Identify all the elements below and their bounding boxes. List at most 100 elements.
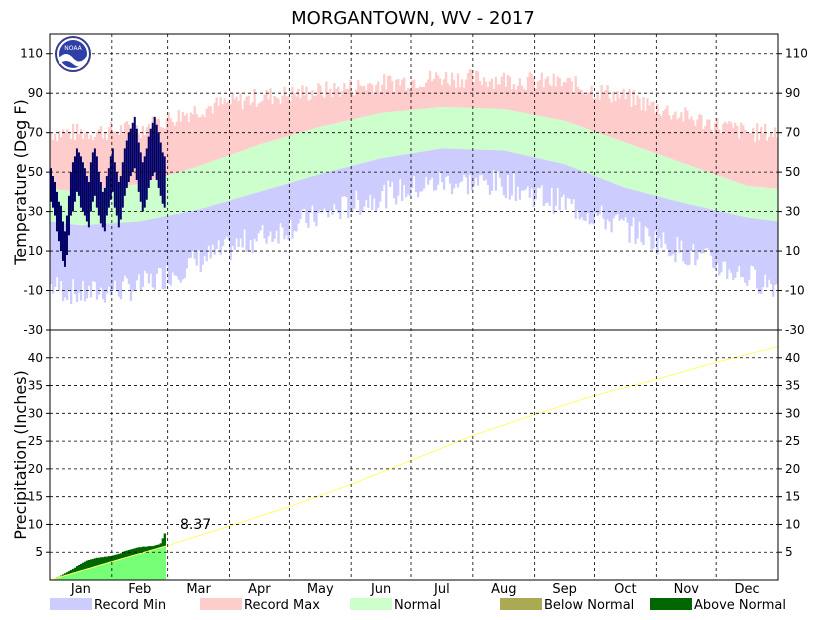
normal-range-bar (424, 108, 428, 152)
precipitation-above-normal-bar (129, 549, 133, 556)
record-min-bar (436, 149, 440, 185)
normal-range-bar (748, 186, 751, 218)
record-max-bar (728, 120, 731, 180)
record-max-bar (397, 79, 400, 112)
normal-range-bar (357, 118, 360, 165)
record-max-bar (580, 89, 583, 127)
record-max-bar (99, 126, 103, 190)
record-max-bar (255, 106, 258, 146)
normal-range-bar (700, 169, 703, 208)
record-max-bar (323, 97, 326, 126)
record-min-bar (111, 223, 115, 291)
record-min-bar (490, 150, 494, 191)
record-max-bar (237, 101, 240, 152)
record-max-bar (666, 105, 669, 158)
record-max-bar (636, 95, 639, 147)
record-max-bar (700, 114, 703, 170)
record-max-bar (654, 114, 657, 154)
record-max-bar (646, 98, 649, 151)
precipitation-normal-fill (131, 555, 135, 580)
precipitation-above-normal-bar (83, 561, 87, 570)
normal-range-bar (754, 186, 757, 219)
record-max-bar (610, 102, 613, 138)
record-min-bar (426, 150, 430, 185)
normal-range-bar (698, 168, 701, 207)
record-max-bar (464, 79, 468, 108)
precipitation-above-normal-bar (93, 558, 97, 567)
normal-range-bar (482, 108, 486, 150)
record-max-bar (756, 123, 759, 187)
precipitation-above-normal-bar (63, 573, 67, 576)
precipitation-above-normal-bar (131, 548, 135, 556)
normal-range-bar (249, 147, 252, 195)
record-max-bar (351, 92, 354, 120)
record-max-bar (420, 87, 424, 109)
record-min-bar (279, 185, 282, 224)
normal-range-bar (770, 188, 773, 221)
record-min-bar (544, 159, 547, 204)
record-min-bar (560, 163, 563, 198)
normal-range-bar (223, 156, 226, 203)
normal-range-bar (167, 175, 170, 216)
record-min-bar (263, 190, 266, 239)
record-min-bar (397, 155, 400, 196)
normal-range-bar (335, 123, 338, 170)
record-min-bar (71, 224, 75, 280)
normal-range-bar (389, 112, 392, 157)
normal-range-bar (724, 178, 727, 213)
record-max-bar (239, 93, 242, 152)
record-max-bar (313, 96, 316, 129)
record-min-bar (482, 149, 486, 181)
normal-range-bar (742, 184, 745, 217)
normal-range-bar (752, 186, 755, 219)
normal-range-bar (612, 138, 615, 184)
precipitation-normal-fill (79, 570, 83, 580)
normal-range-bar (325, 125, 328, 173)
record-min-bar (748, 217, 751, 280)
legend: Record Min Record Max Normal Below Normal Ab… (50, 598, 786, 613)
normal-range-bar (620, 141, 623, 187)
record-max-bar (426, 79, 430, 109)
record-max-bar (662, 110, 665, 157)
precipitation-above-normal-bar (153, 545, 157, 550)
record-max-bar (169, 118, 172, 175)
record-min-bar (155, 218, 158, 274)
month-label: Oct (614, 582, 636, 597)
record-min-bar (546, 160, 549, 203)
record-min-bar (548, 160, 551, 206)
record-min-bar (245, 195, 248, 252)
record-max-bar (622, 88, 625, 142)
normal-range-bar (359, 117, 362, 164)
normal-range-bar (219, 158, 222, 204)
record-min-bar (656, 196, 659, 255)
record-min-bar (428, 150, 432, 180)
record-min-bar (167, 215, 170, 284)
record-min-bar (510, 152, 514, 196)
legend-label: Normal (394, 598, 441, 613)
record-max-bar (119, 125, 123, 187)
record-max-bar (97, 129, 101, 190)
precipitation-above-normal-bar (139, 547, 143, 554)
normal-range-bar (556, 119, 559, 163)
record-max-bar (281, 95, 284, 138)
record-max-bar (247, 95, 250, 149)
record-min-bar (498, 150, 502, 178)
normal-range-bar (363, 116, 366, 163)
normal-range-bar (321, 126, 324, 174)
precipitation-normal-fill (157, 547, 160, 580)
record-min-bar (239, 197, 242, 239)
normal-range-bar (730, 180, 733, 214)
precipitation-above-normal-bar (107, 556, 111, 563)
normal-range-bar (502, 108, 506, 151)
precipitation-axis-label: Precipitation (Inches) (11, 370, 30, 540)
record-max-bar (530, 73, 533, 115)
record-min-bar (389, 156, 392, 187)
record-min-bar (131, 221, 135, 292)
precipitation-above-normal-bar (163, 533, 166, 547)
precipitation-above-normal-bar (155, 545, 158, 549)
record-min-bar (652, 195, 655, 249)
normal-range-bar (145, 181, 149, 221)
record-min-bar (558, 163, 561, 211)
record-max-bar (470, 69, 474, 108)
precipitation-normal-fill (87, 568, 91, 580)
